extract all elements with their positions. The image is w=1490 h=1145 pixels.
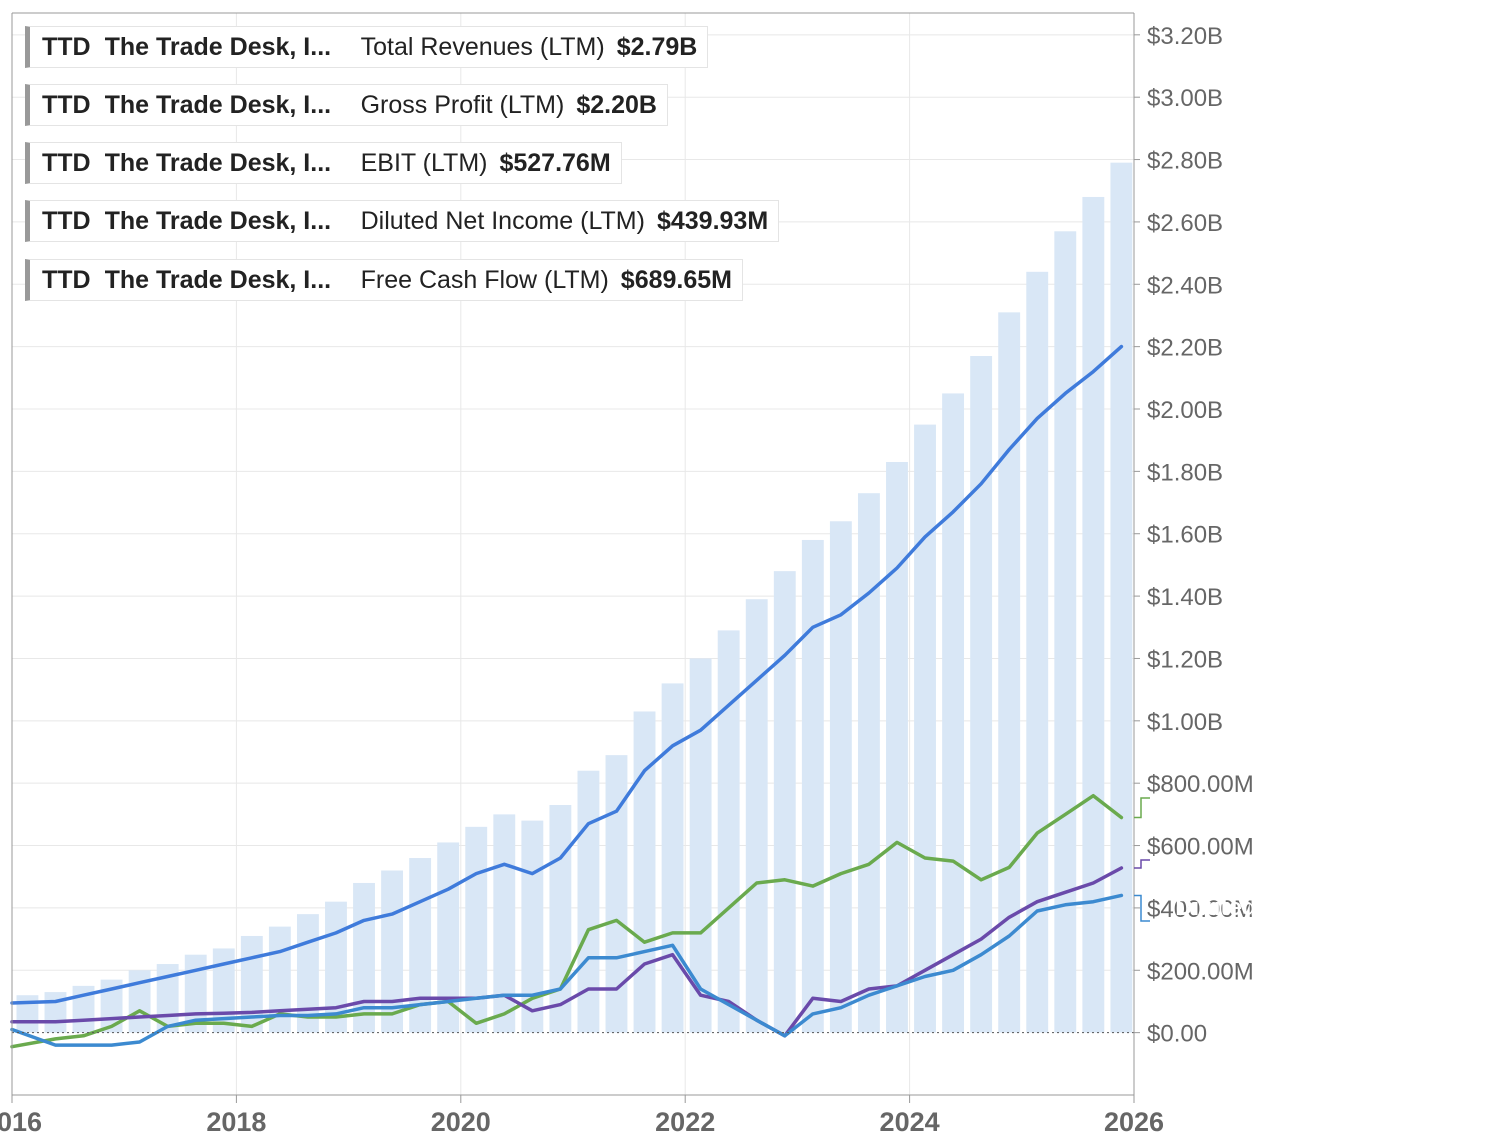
revenue-bar xyxy=(633,711,656,1033)
legend-item-fcf[interactable]: TTD The Trade Desk, I... Free Cash Flow … xyxy=(25,259,743,301)
revenue-bar xyxy=(493,814,516,1033)
legend-company: The Trade Desk, I... xyxy=(104,265,332,294)
y-tick-label: $800.00M xyxy=(1147,771,1254,798)
series-lines xyxy=(10,344,1124,1049)
badge-fcf: FCF (LTM) $689.65M xyxy=(1150,768,1488,828)
revenue-bar xyxy=(409,858,432,1033)
legend-value: $2.20B xyxy=(576,90,657,119)
fcf-line xyxy=(10,793,1124,1049)
badge-value: $439.93M xyxy=(1265,921,1373,948)
revenue-bar xyxy=(886,462,908,1033)
y-tick-label: $3.20B xyxy=(1147,23,1223,50)
x-axis-ticks: 2016 2018 2020 2022 2024 2026 xyxy=(0,1095,1164,1137)
axes xyxy=(11,12,1135,1096)
revenue-bar xyxy=(661,683,684,1033)
x-tick-label: 2018 xyxy=(206,1107,266,1137)
revenue-bar xyxy=(829,521,852,1033)
badge-connector xyxy=(1134,797,1150,819)
legend-item-gross-profit[interactable]: TTD The Trade Desk, I... Gross Profit (L… xyxy=(25,84,668,126)
legend-metric: Gross Profit (LTM) xyxy=(360,90,565,119)
revenue-bar xyxy=(745,599,768,1033)
x-tick-label: 2026 xyxy=(1104,1107,1164,1137)
y-tick-label: $2.60B xyxy=(1147,210,1223,237)
badge-connectors xyxy=(1134,797,1150,922)
y-tick-label: $2.20B xyxy=(1147,335,1223,362)
y-tick-label: $1.40B xyxy=(1147,584,1223,611)
revenue-bar xyxy=(773,571,796,1033)
legend-value: $527.76M xyxy=(499,148,611,177)
badge-label: Revenues (LTM) xyxy=(1219,132,1403,159)
revenue-bar xyxy=(970,355,993,1033)
legend-value: $2.79B xyxy=(616,32,698,61)
x-tick-label: 2024 xyxy=(880,1107,940,1137)
legend-item-ebit[interactable]: TTD The Trade Desk, I... EBIT (LTM) $527… xyxy=(25,142,622,184)
badge-ebit: EBIT (LTM) $527.76M xyxy=(1150,830,1488,890)
revenue-bar xyxy=(1054,231,1077,1033)
badge-connector xyxy=(1134,894,1150,922)
y-tick-label: $1.80B xyxy=(1147,459,1223,486)
legend-metric: EBIT (LTM) xyxy=(360,148,488,177)
legend-company: The Trade Desk, I... xyxy=(104,206,332,235)
revenue-bar xyxy=(998,312,1021,1033)
x-tick-label: 2016 xyxy=(0,1107,42,1137)
badge-value: $2.79B xyxy=(1272,159,1350,186)
revenue-bar xyxy=(1082,196,1105,1033)
badge-value: $527.76M xyxy=(1265,860,1373,887)
y-tick-label: $200.00M xyxy=(1147,958,1254,985)
badge-label: Gross Profit (LTM) xyxy=(1206,317,1416,344)
legend-metric: Diluted Net Income (LTM) xyxy=(360,206,645,235)
net-income-line xyxy=(10,893,1124,1047)
revenue-bar xyxy=(1110,162,1133,1033)
y-tick-label: $2.80B xyxy=(1147,148,1223,175)
y-tick-label: $600.00M xyxy=(1147,834,1254,861)
x-tick-label: 2020 xyxy=(431,1107,491,1137)
y-tick-label: $3.00B xyxy=(1147,85,1223,112)
badge-net-income: Diluted Net Income (LTM) $439.93M xyxy=(1150,891,1488,951)
revenue-bar xyxy=(605,755,628,1033)
legend-item-net-income[interactable]: TTD The Trade Desk, I... Diluted Net Inc… xyxy=(25,200,780,242)
badge-revenue: Revenues (LTM) $2.79B xyxy=(1134,129,1488,189)
badge-value: $2.20B xyxy=(1272,344,1350,371)
ebit-line xyxy=(10,866,1124,1038)
revenue-bar xyxy=(717,630,740,1033)
badge-value: $689.65M xyxy=(1265,798,1373,825)
legend-ticker: TTD xyxy=(42,148,91,177)
legend-metric: Free Cash Flow (LTM) xyxy=(360,265,609,294)
x-tick-label: 2022 xyxy=(655,1107,715,1137)
badge-gross-profit: Gross Profit (LTM) $2.20B xyxy=(1134,314,1488,374)
legend-value: $439.93M xyxy=(656,206,769,235)
revenue-bars xyxy=(16,162,1133,1033)
revenue-bar xyxy=(465,826,488,1033)
y-tick-label: $1.00B xyxy=(1147,709,1223,736)
legend-ticker: TTD xyxy=(42,265,91,294)
legend-company: The Trade Desk, I... xyxy=(104,32,332,61)
y-axis-ticks: $3.20B $3.00B $2.80B $2.60B $2.40B $2.20B $2.0… xyxy=(1134,23,1254,1048)
revenue-bar xyxy=(689,658,712,1033)
legend-item-revenue[interactable]: TTD The Trade Desk, I... Total Revenues … xyxy=(25,26,709,68)
badge-connector xyxy=(1134,859,1150,869)
revenue-bar xyxy=(577,770,600,1033)
badge-label: FCF (LTM) xyxy=(1260,771,1378,798)
badge-label: Diluted Net Income (LTM) xyxy=(1175,894,1463,921)
revenue-bar xyxy=(857,493,880,1033)
legend-company: The Trade Desk, I... xyxy=(104,148,332,177)
y-tick-label: $400.00M xyxy=(1147,896,1254,923)
y-tick-label: $1.60B xyxy=(1147,522,1223,549)
gross-profit-line xyxy=(10,344,1124,1005)
legend-metric: Total Revenues (LTM) xyxy=(360,32,605,61)
y-tick-label: $0.00 xyxy=(1147,1021,1207,1048)
revenue-bar xyxy=(914,424,936,1033)
badge-label: EBIT (LTM) xyxy=(1256,833,1382,860)
legend-ticker: TTD xyxy=(42,32,91,61)
revenue-bar xyxy=(942,393,965,1033)
legend-company: The Trade Desk, I... xyxy=(104,90,332,119)
legend-ticker: TTD xyxy=(42,90,91,119)
y-tick-label: $1.20B xyxy=(1147,646,1223,673)
legend-ticker: TTD xyxy=(42,206,91,235)
revenue-bar xyxy=(801,539,824,1033)
y-tick-label: $2.00B xyxy=(1147,397,1223,424)
y-tick-label: $2.40B xyxy=(1147,272,1223,299)
legend-value: $689.65M xyxy=(620,265,732,294)
